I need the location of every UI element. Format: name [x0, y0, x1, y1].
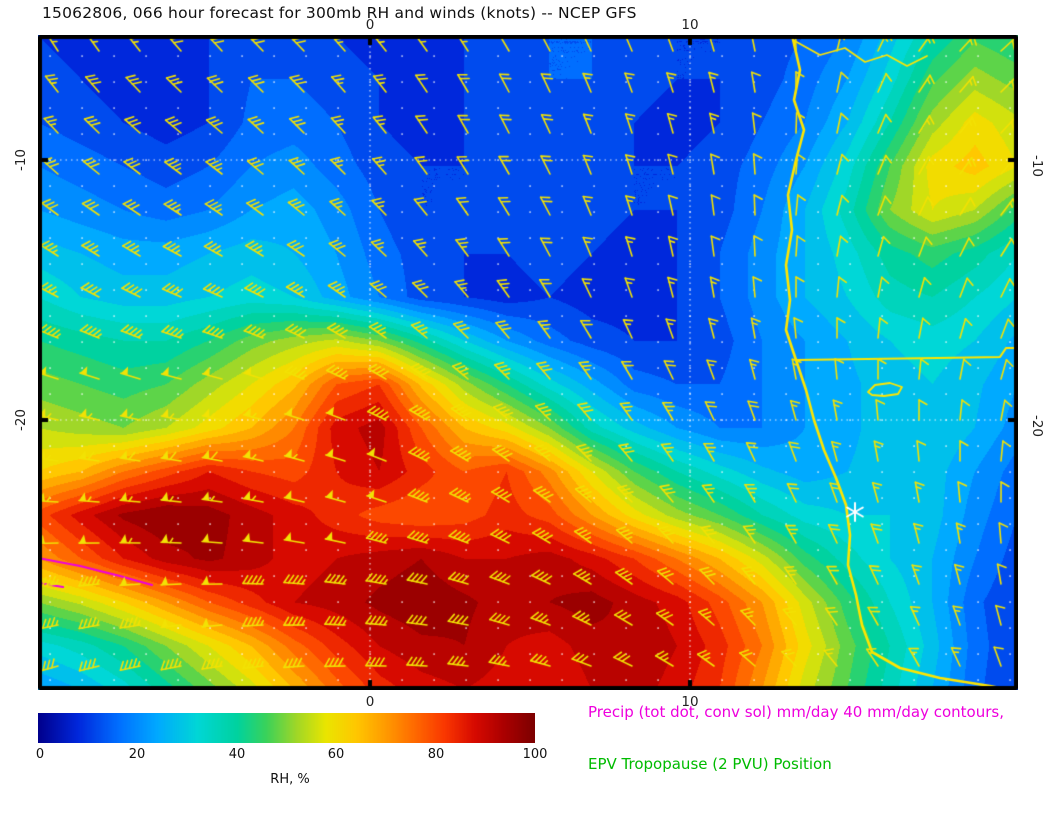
axis-tick-left-lat10: -10 — [13, 148, 29, 172]
axis-tick-bottom-lon10: 10 — [681, 694, 699, 710]
colorbar-tick-60: 60 — [327, 747, 345, 762]
axis-tick-top-lon0: 0 — [365, 17, 375, 33]
colorbar-tick-40: 40 — [228, 747, 246, 762]
colorbar-tick-0: 0 — [35, 747, 45, 762]
chart-title: 15062806, 066 hour forecast for 300mb RH… — [42, 4, 637, 22]
axis-tick-right-lat20: -20 — [1029, 414, 1045, 438]
epv-legend: EPV Tropopause (2 PVU) Position — [588, 755, 832, 773]
colorbar — [38, 713, 535, 743]
colorbar-label: RH, % — [270, 772, 310, 787]
rh-wind-map-canvas — [38, 35, 1018, 690]
colorbar-canvas — [38, 713, 535, 743]
colorbar-tick-20: 20 — [128, 747, 146, 762]
axis-tick-right-lat10: -10 — [1029, 154, 1045, 178]
colorbar-tick-100: 100 — [522, 747, 548, 762]
map-area — [38, 35, 1018, 690]
axis-tick-bottom-lon0: 0 — [365, 694, 375, 710]
axis-tick-left-lat20: -20 — [13, 408, 29, 432]
colorbar-tick-80: 80 — [427, 747, 445, 762]
axis-tick-top-lon10: 10 — [681, 17, 699, 33]
precip-legend: Precip (tot dot, conv sol) mm/day 40 mm/… — [588, 703, 1004, 721]
